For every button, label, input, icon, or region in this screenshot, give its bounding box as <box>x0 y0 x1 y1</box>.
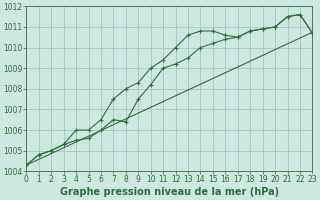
X-axis label: Graphe pression niveau de la mer (hPa): Graphe pression niveau de la mer (hPa) <box>60 187 279 197</box>
